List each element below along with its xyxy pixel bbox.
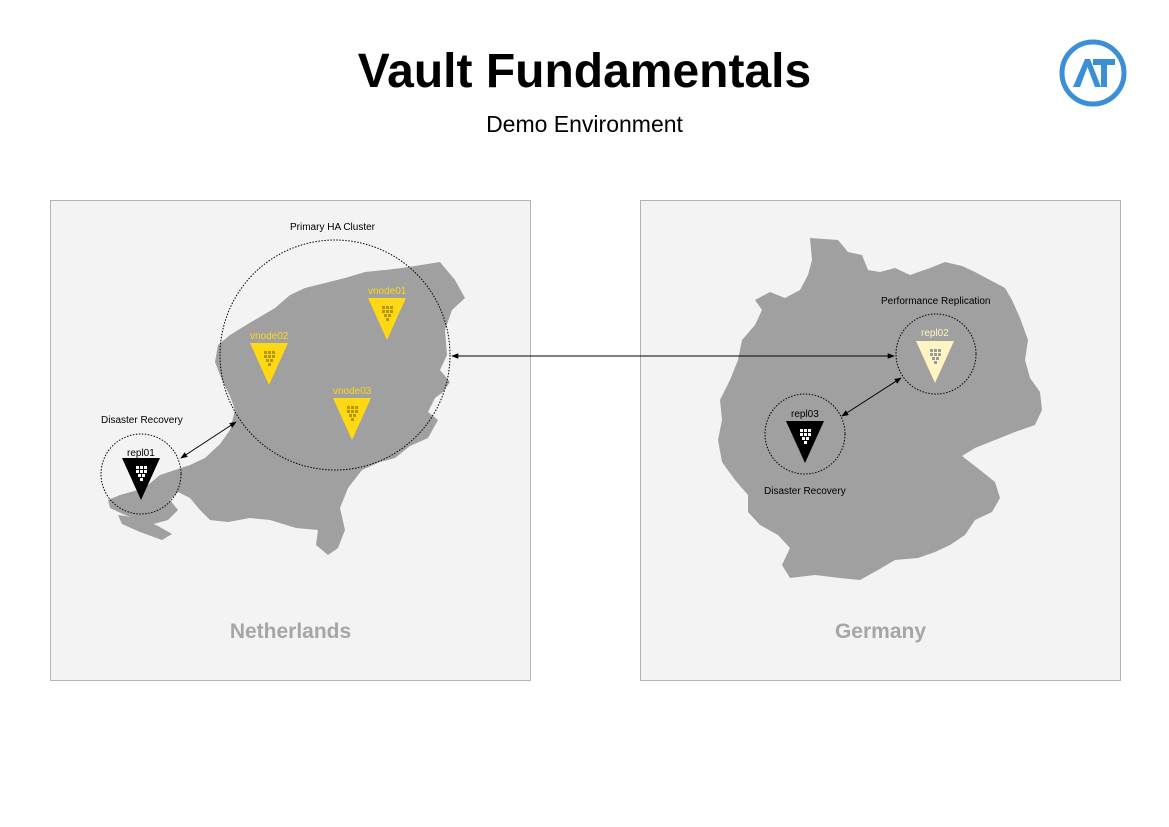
vault-node-vnode01-icon (368, 298, 406, 340)
germany-label: Germany (834, 620, 927, 643)
de-dr-circle (764, 393, 846, 475)
performance-replication-label: Performance Replication (881, 296, 991, 307)
vault-node-repl02-icon (916, 341, 954, 383)
netherlands-island (118, 515, 172, 540)
page-title: Vault Fundamentals (357, 45, 812, 98)
germany-map (718, 238, 1042, 580)
vault-node-vnode03-icon (333, 398, 371, 440)
page-subtitle: Demo Environment (486, 111, 683, 137)
vault-node-repl01-icon (122, 458, 160, 500)
repl02-label: repl02 (921, 328, 949, 339)
repl01-label: repl01 (127, 448, 155, 459)
at-logo (1059, 39, 1127, 107)
primary-ha-cluster-label: Primary HA Cluster (290, 222, 376, 233)
nl-disaster-recovery-label: Disaster Recovery (101, 415, 183, 426)
vnode02-label: vnode02 (250, 331, 289, 342)
repl02-to-repl03-connector (841, 377, 902, 417)
netherlands-map (108, 262, 465, 555)
vnode01-label: vnode01 (368, 286, 407, 297)
perf-replication-circle (895, 313, 977, 395)
netherlands-label: Netherlands (229, 620, 352, 643)
de-disaster-recovery-label: Disaster Recovery (764, 486, 846, 497)
primary-ha-cluster-circle (219, 239, 451, 471)
nl-dr-circle (100, 433, 182, 515)
vnode03-label: vnode03 (333, 386, 372, 397)
vault-node-vnode02-icon (250, 343, 288, 385)
cluster-to-nl-dr-connector (180, 421, 237, 459)
vault-node-repl03-icon (786, 421, 824, 463)
repl03-label: repl03 (791, 409, 819, 420)
